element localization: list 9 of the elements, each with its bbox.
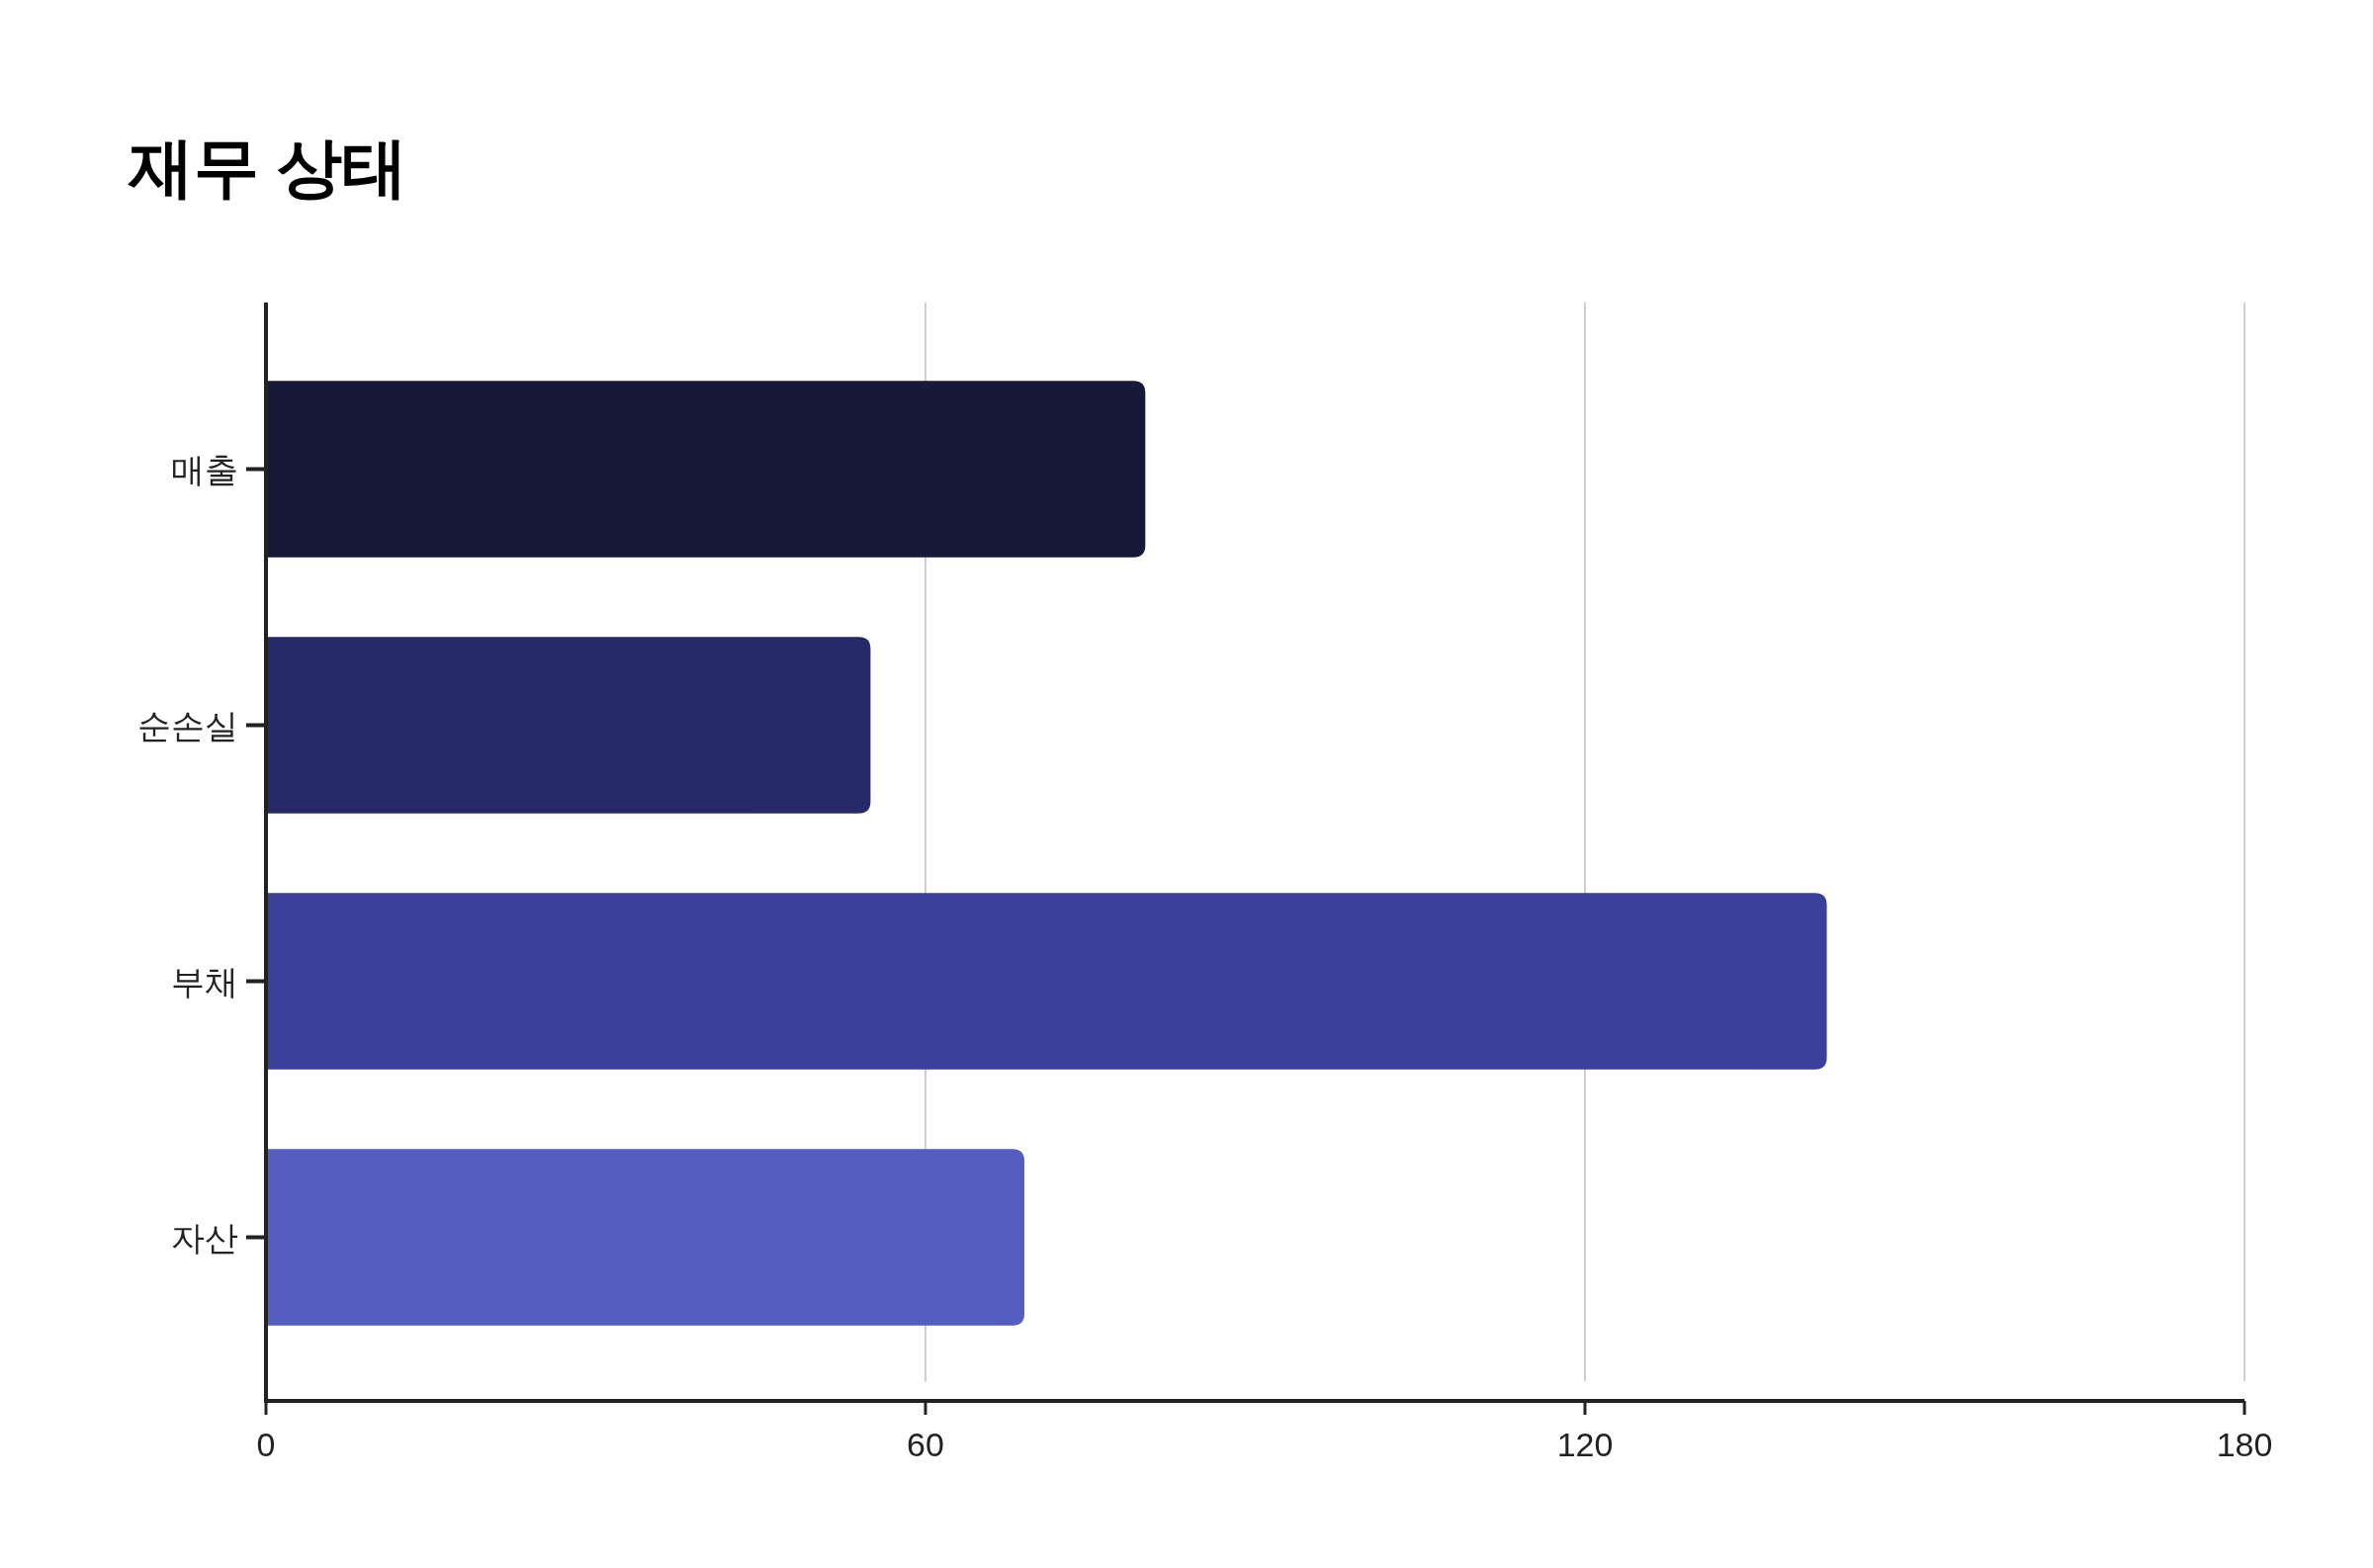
chart-title: 재무 상태	[128, 131, 408, 204]
x-tick-label: 60	[907, 1426, 944, 1463]
x-tick-label: 0	[256, 1426, 276, 1463]
x-tick-label: 180	[2216, 1426, 2273, 1463]
y-tick-label: 자산	[171, 1218, 238, 1257]
x-tick-label: 120	[1556, 1426, 1614, 1463]
y-tick-label: 매출	[171, 450, 238, 488]
y-tick-label: 순손실	[137, 706, 238, 744]
y-tick-label: 부채	[171, 962, 238, 1001]
